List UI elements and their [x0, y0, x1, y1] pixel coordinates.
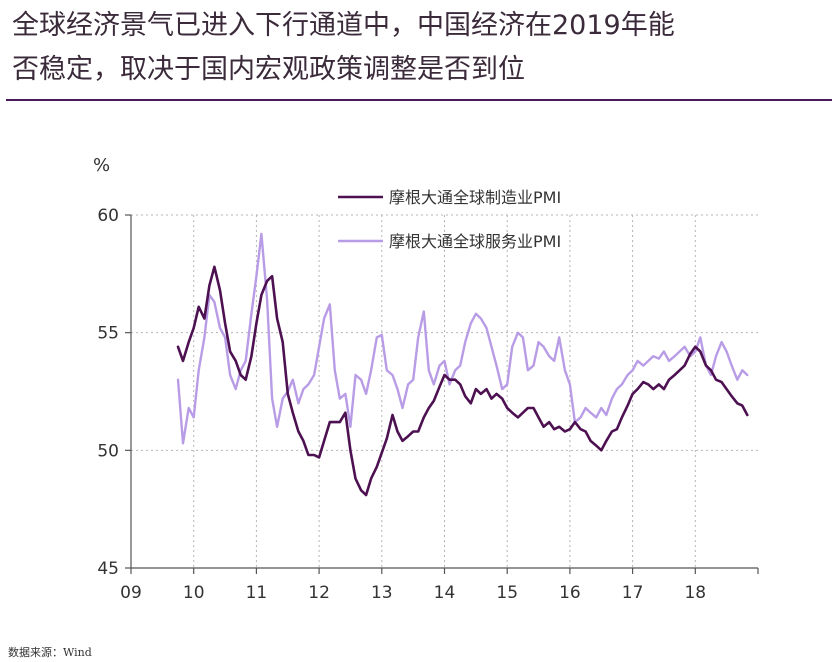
legend-label-manufacturing: 摩根大通全球制造业PMI: [389, 188, 561, 207]
y-unit-label: %: [93, 155, 110, 176]
ytick-label-50: 50: [97, 441, 119, 461]
axis-layer: 45 50 55 60 09 10 11 12 13 14 15 16 17 18%: [93, 155, 759, 603]
legend-label-services: 摩根大通全球服务业PMI: [389, 232, 561, 251]
series-line-services: [176, 232, 749, 445]
ytick-label-45: 45: [97, 559, 119, 579]
source-note: 数据来源：Wind: [8, 646, 92, 659]
ytick-label-60: 60: [97, 206, 119, 226]
series-layer: [176, 232, 749, 497]
series-line-manufacturing: [176, 265, 749, 497]
xtick-label-11: 11: [246, 583, 268, 603]
pmi-line-chart: 45 50 55 60 09 10 11 12 13 14 15 16 17 18% 摩根大通全球制造业P…: [93, 155, 759, 603]
xtick-label-10: 10: [183, 583, 205, 603]
title-line-2: 否稳定，取决于国内宏观政策调整是否到位: [12, 54, 525, 85]
xtick-label-13: 13: [371, 583, 393, 603]
xtick-label-18: 18: [684, 583, 706, 603]
xtick-label-15: 15: [496, 583, 518, 603]
xtick-label-16: 16: [559, 583, 581, 603]
xtick-label-12: 12: [308, 583, 330, 603]
xtick-label-17: 17: [622, 583, 644, 603]
xtick-label-14: 14: [434, 583, 456, 603]
legend: 摩根大通全球制造业PMI 摩根大通全球服务业PMI: [338, 188, 561, 251]
xtick-label-09: 09: [120, 583, 142, 603]
chart-title: 全球经济景气已进入下行通道中，中国经济在2019年能 否稳定，取决于国内宏观政策…: [12, 4, 832, 92]
grid-layer: [131, 214, 758, 568]
title-divider: [6, 99, 832, 101]
title-line-1: 全球经济景气已进入下行通道中，中国经济在2019年能: [12, 10, 675, 41]
ytick-label-55: 55: [97, 324, 119, 344]
